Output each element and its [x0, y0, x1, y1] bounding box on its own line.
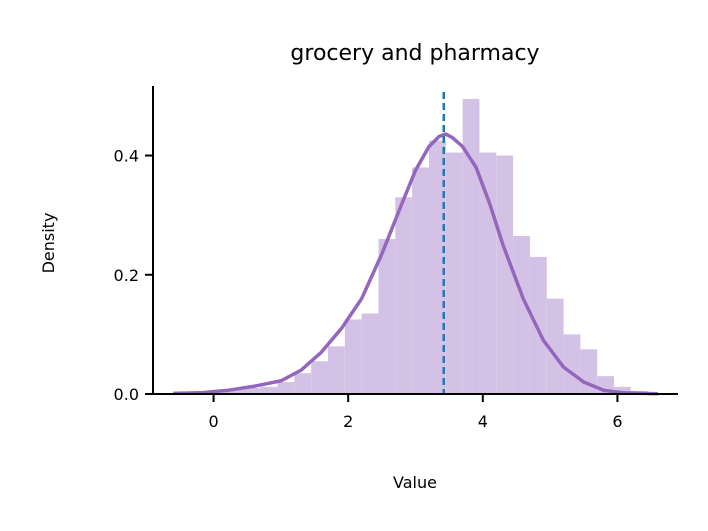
histogram-bar	[311, 361, 328, 394]
histogram-bar	[445, 152, 463, 394]
histogram-bar	[479, 152, 497, 394]
y-ticks: 0.0 0.2 0.4	[114, 147, 153, 404]
histogram-bar	[529, 256, 547, 394]
x-axis-label: Value	[393, 473, 437, 492]
y-tick-label: 0.0	[114, 385, 139, 404]
histogram-bar	[260, 386, 278, 394]
histogram-bar	[563, 334, 581, 394]
x-tick-label: 6	[612, 412, 622, 431]
histogram-bar	[395, 197, 413, 394]
histogram-bar	[344, 319, 362, 394]
chart-title: grocery and pharmacy	[290, 41, 539, 66]
histogram-bar	[428, 140, 446, 394]
histogram-bar	[546, 298, 564, 394]
y-axis-label: Density	[39, 213, 58, 274]
histogram-bar	[513, 236, 530, 394]
histogram-bar	[277, 382, 295, 394]
histogram-bar	[243, 388, 261, 394]
histogram-bar	[378, 239, 396, 394]
histogram-bar	[462, 98, 480, 395]
histogram-bars	[176, 98, 658, 395]
histogram-bar	[614, 386, 631, 394]
histogram-bar	[412, 167, 429, 394]
histogram-bar	[294, 373, 312, 394]
histogram-bar	[328, 346, 345, 394]
x-tick-label: 4	[478, 412, 488, 431]
y-tick-label: 0.2	[114, 266, 139, 285]
x-ticks: 0 2 4 6	[208, 394, 623, 431]
y-tick-label: 0.4	[114, 147, 139, 166]
histogram-bar	[361, 313, 379, 394]
x-tick-label: 0	[208, 412, 218, 431]
x-tick-label: 2	[343, 412, 353, 431]
histogram-bar	[496, 155, 514, 394]
histogram-bar	[227, 389, 244, 394]
kde-curve	[173, 132, 658, 396]
